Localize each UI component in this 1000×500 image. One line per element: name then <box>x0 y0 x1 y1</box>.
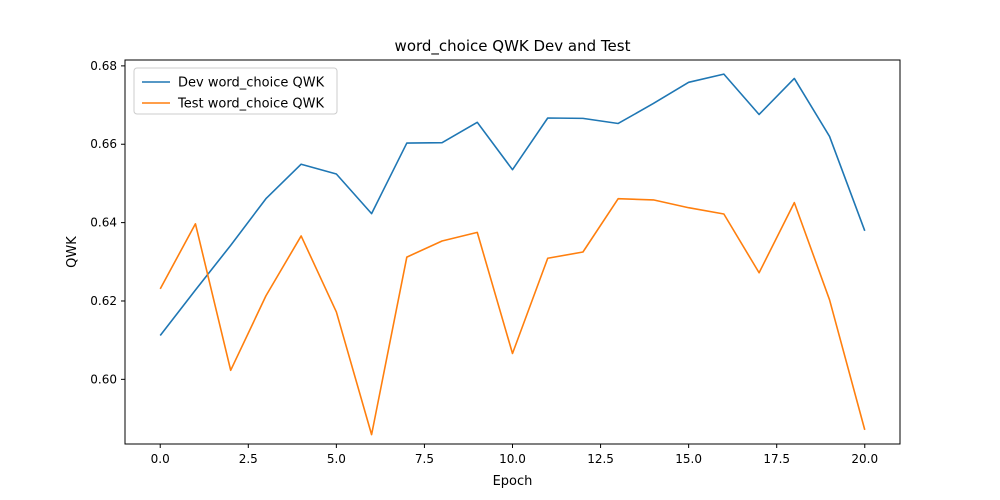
legend-box <box>133 67 338 115</box>
chart-title: word_choice QWK Dev and Test <box>395 37 631 56</box>
x-tick-label: 12.5 <box>587 452 614 466</box>
x-tick-label: 17.5 <box>763 452 790 466</box>
legend-entry-label: Dev word_choice QWK <box>178 76 325 91</box>
x-axis-label: Epoch <box>493 474 533 489</box>
y-tick-label: 0.62 <box>90 294 117 308</box>
x-tick-label: 2.5 <box>239 452 258 466</box>
x-tick-label: 10.0 <box>499 452 526 466</box>
y-tick-label: 0.64 <box>90 216 117 230</box>
plot-frame <box>124 59 901 445</box>
x-tick-label: 7.5 <box>415 452 434 466</box>
y-tick-label: 0.66 <box>90 137 117 151</box>
x-tick-label: 0.0 <box>151 452 170 466</box>
legend-entry-label: Test word_choice QWK <box>177 97 325 112</box>
x-tick-label: 15.0 <box>675 452 702 466</box>
legend: Dev word_choice QWK Test word_choice QWK <box>133 67 338 115</box>
y-tick-label: 0.60 <box>90 372 117 386</box>
series-lines <box>159 73 866 436</box>
x-tick-label: 20.0 <box>851 452 878 466</box>
y-tick-label: 0.68 <box>90 59 117 73</box>
dev-series-line <box>159 73 866 336</box>
x-axis-ticks: 0.0 2.5 5.0 7.5 10.0 12.5 15.0 17.5 20.0 <box>151 444 878 466</box>
x-tick-label: 5.0 <box>327 452 346 466</box>
test-series-line <box>159 197 866 436</box>
y-axis-label: QWK <box>65 236 80 268</box>
y-axis-ticks: 0.60 0.62 0.64 0.66 0.68 <box>90 59 125 386</box>
